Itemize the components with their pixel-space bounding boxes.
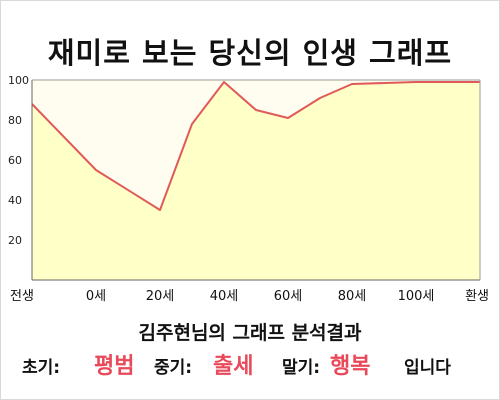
late-label: 말기: [282,358,321,378]
x-tick-label: 전생 [10,289,34,304]
early-label: 초기: [22,358,61,378]
ending-text: 입니다 [404,358,451,378]
y-tick-label: 100 [8,74,29,87]
analysis-subtitle: 김주현님의 그래프 분석결과 [138,322,362,344]
x-tick-label: 100세 [398,289,435,304]
y-tick-label: 40 [8,194,22,207]
x-tick-label: 40세 [210,289,239,304]
late-value: 행복 [330,354,371,379]
y-tick-label: 80 [8,114,22,127]
mid-value: 출세 [213,354,254,379]
area-fill [32,82,480,280]
analysis-result: 초기: 평범 중기: 출세 말기: 행복 입니다 [0,348,500,379]
chart-title: 재미로 보는 당신의 인생 그래프 [47,36,453,70]
x-tick-label: 60세 [274,289,303,304]
early-value: 평범 [94,354,135,379]
x-tick-label: 20세 [146,289,175,304]
x-tick-label: 0세 [86,289,106,304]
y-tick-label: 60 [8,154,22,167]
x-tick-label: 80세 [338,289,367,304]
mid-label: 중기: [154,358,193,378]
x-tick-label: 환생 [465,289,489,304]
y-tick-label: 20 [8,234,22,247]
series-line [31,81,480,211]
